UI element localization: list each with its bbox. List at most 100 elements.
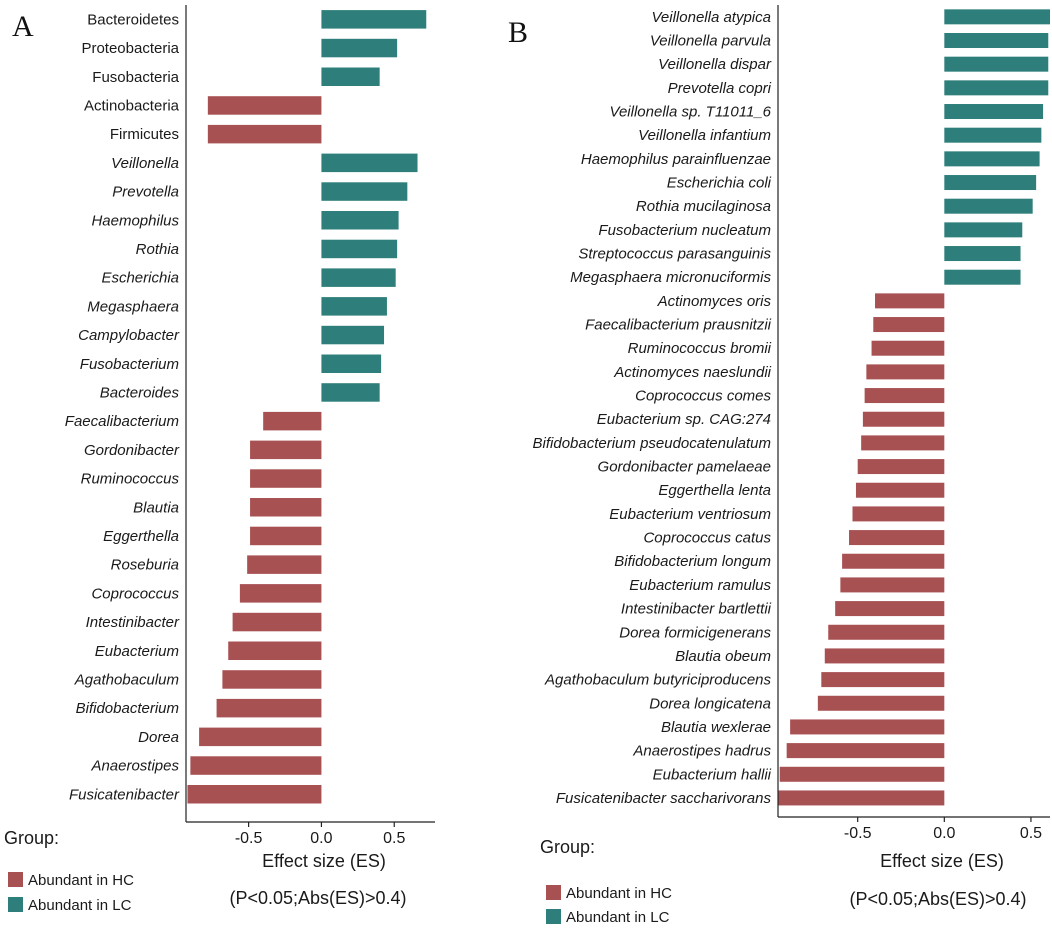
panel-b-category-label: Veillonella dispar bbox=[658, 56, 772, 73]
panel-b-bar-32 bbox=[786, 743, 945, 759]
panel-b-category-label: Escherichia coli bbox=[667, 175, 772, 192]
panel-b-category-label: Faecalibacterium prausnitzii bbox=[585, 317, 772, 334]
panel-b: B Veillonella atypica Veillonella parvula V… bbox=[508, 5, 1050, 926]
panel-a-category-label: Rothia bbox=[136, 241, 179, 258]
panel-a-category-label: Coprococcus bbox=[91, 585, 179, 602]
panel-a-category-label: Bacteroidetes bbox=[87, 11, 179, 28]
panel-b-category-label: Coprococcus catus bbox=[643, 530, 771, 547]
panel-b-bar-14 bbox=[873, 317, 945, 333]
panel-b-category-label: Fusobacterium nucleatum bbox=[598, 222, 771, 239]
panel-a-category-label: Firmicutes bbox=[110, 126, 179, 143]
panel-a-bar-4 bbox=[207, 96, 322, 115]
panel-b-bar-17 bbox=[864, 388, 945, 404]
panel-a-bar-11 bbox=[321, 297, 387, 316]
panel-b-category-label: Eggerthella lenta bbox=[658, 482, 771, 499]
panel-b-bar-13 bbox=[875, 293, 945, 309]
panel-a: A Bacteroidetes Proteobacteria Fusobacteria… bbox=[4, 5, 435, 914]
panel-b-bar-11 bbox=[944, 246, 1021, 262]
panel-a-bar-7 bbox=[321, 182, 408, 201]
panel-b-bar-30 bbox=[817, 695, 945, 711]
panel-a-x-tick-label: 0.5 bbox=[383, 830, 405, 847]
panel-a-bar-21 bbox=[239, 584, 322, 603]
panel-b-legend-swatch-hc bbox=[546, 885, 561, 900]
panel-a-category-label: Escherichia bbox=[101, 270, 179, 287]
panel-b-category-label: Prevotella copri bbox=[668, 80, 772, 97]
panel-a-bar-23 bbox=[228, 641, 322, 660]
panel-b-category-label: Fusicatenibacter saccharivorans bbox=[556, 790, 772, 807]
panel-a-bar-1 bbox=[321, 10, 427, 29]
panel-a-category-label: Bifidobacterium bbox=[76, 700, 179, 717]
panel-b-bar-10 bbox=[944, 222, 1023, 238]
panel-a-category-label: Eubacterium bbox=[95, 643, 179, 660]
panel-b-category-label: Veillonella parvula bbox=[650, 33, 771, 50]
panel-a-bar-22 bbox=[232, 612, 322, 632]
panel-a-category-label: Fusobacteria bbox=[92, 69, 179, 86]
panel-b-bar-21 bbox=[855, 482, 945, 498]
panel-b-bar-33 bbox=[779, 766, 945, 782]
panel-b-bar-28 bbox=[824, 648, 945, 664]
panel-b-bar-29 bbox=[821, 672, 945, 688]
panel-b-subtitle: (P<0.05;Abs(ES)>0.4) bbox=[849, 889, 1026, 909]
panel-b-category-label: Streptococcus parasanguinis bbox=[578, 246, 771, 263]
panel-a-category-label: Ruminococcus bbox=[81, 471, 180, 488]
panel-b-legend-swatch-lc bbox=[546, 909, 561, 924]
panel-a-x-axis-title: Effect size (ES) bbox=[262, 851, 386, 871]
panel-a-category-label: Anaerostipes bbox=[90, 758, 179, 775]
panel-a-bar-16 bbox=[250, 440, 322, 460]
panel-b-category-label: Actinomyces oris bbox=[657, 293, 772, 310]
panel-a-category-label: Prevotella bbox=[112, 184, 179, 201]
panel-b-bar-27 bbox=[828, 624, 945, 640]
panel-a-bar-26 bbox=[199, 727, 322, 747]
panel-b-legend-title: Group: bbox=[540, 837, 595, 857]
panel-b-bar-4 bbox=[944, 80, 1049, 96]
panel-b-bar-24 bbox=[842, 553, 945, 569]
panel-a-category-label: Campylobacter bbox=[78, 327, 180, 344]
panel-b-category-label: Veillonella sp. T11011_6 bbox=[610, 104, 772, 121]
panel-b-category-label: Blautia wexlerae bbox=[661, 719, 771, 736]
panel-b-category-label: Eubacterium ventriosum bbox=[609, 506, 771, 523]
panel-a-category-label: Megasphaera bbox=[87, 298, 179, 315]
panel-b-bar-25 bbox=[840, 577, 945, 593]
panel-b-bar-22 bbox=[852, 506, 945, 522]
panel-a-category-label: Actinobacteria bbox=[84, 97, 180, 114]
panel-a-bar-13 bbox=[321, 354, 382, 373]
panel-a-legend-label-hc: Abundant in HC bbox=[28, 872, 134, 889]
panel-b-category-label: Bifidobacterium pseudocatenulatum bbox=[533, 435, 771, 452]
panel-b-x-tick-label: 0.0 bbox=[933, 825, 955, 842]
panel-a-bar-14 bbox=[321, 383, 380, 402]
panel-a-category-label: Agathobaculum bbox=[74, 671, 179, 688]
panel-b-bar-34 bbox=[778, 790, 945, 806]
panel-b-bar-9 bbox=[944, 198, 1033, 214]
panel-b-legend-label-hc: Abundant in HC bbox=[566, 885, 672, 902]
panel-a-category-label: Fusobacterium bbox=[80, 356, 179, 373]
panel-a-category-label: Intestinibacter bbox=[86, 614, 180, 631]
panel-a-category-label: Faecalibacterium bbox=[65, 413, 179, 430]
panel-b-category-label: Ruminococcus bromii bbox=[628, 340, 772, 357]
panel-b-category-label: Haemophilus parainfluenzae bbox=[581, 151, 771, 168]
panel-b-legend-label-lc: Abundant in LC bbox=[566, 909, 670, 926]
panel-b-bar-26 bbox=[835, 601, 945, 617]
panel-a-bar-19 bbox=[250, 526, 322, 546]
panel-b-category-label: Eubacterium ramulus bbox=[629, 577, 771, 594]
panel-a-category-label: Blautia bbox=[133, 499, 179, 516]
panel-a-category-label: Haemophilus bbox=[91, 212, 179, 229]
panel-b-category-label: Bifidobacterium longum bbox=[614, 553, 771, 570]
panel-b-bar-5 bbox=[944, 104, 1044, 120]
panel-b-category-label: Blautia obeum bbox=[675, 648, 771, 665]
panel-b-bar-1 bbox=[944, 9, 1050, 25]
panel-a-label: A bbox=[12, 10, 34, 43]
panel-b-category-label: Coprococcus comes bbox=[635, 388, 771, 405]
panel-b-x-tick-label: 0.5 bbox=[1020, 825, 1042, 842]
panel-a-category-label: Eggerthella bbox=[103, 528, 179, 545]
panel-b-bar-8 bbox=[944, 175, 1037, 191]
panel-a-legend-swatch-hc bbox=[8, 872, 23, 887]
panel-a-bar-6 bbox=[321, 153, 418, 173]
panel-b-category-label: Rothia mucilaginosa bbox=[636, 198, 771, 215]
panel-a-bar-8 bbox=[321, 211, 399, 230]
panel-a-subtitle: (P<0.05;Abs(ES)>0.4) bbox=[229, 888, 406, 908]
panel-b-bar-12 bbox=[944, 269, 1021, 285]
panel-b-category-label: Actinomyces naeslundii bbox=[613, 364, 771, 381]
panel-a-bar-3 bbox=[321, 67, 380, 86]
panel-b-category-label: Agathobaculum butyriciproducens bbox=[544, 672, 771, 689]
